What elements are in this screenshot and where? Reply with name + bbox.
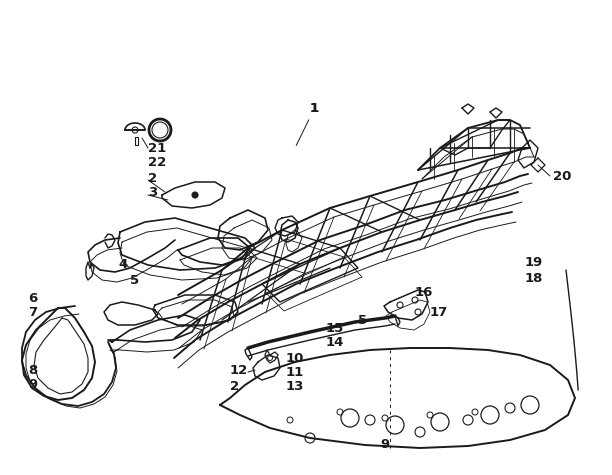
Text: 3: 3 <box>148 187 157 200</box>
Text: 2: 2 <box>148 171 157 184</box>
Text: 4: 4 <box>118 258 127 272</box>
Text: 1: 1 <box>296 102 319 145</box>
Text: 2: 2 <box>230 380 239 392</box>
Text: 14: 14 <box>326 336 345 350</box>
Text: 9: 9 <box>381 438 390 452</box>
Text: 18: 18 <box>525 272 543 285</box>
Circle shape <box>192 192 198 198</box>
Text: 6: 6 <box>28 292 37 304</box>
Text: 15: 15 <box>326 322 344 334</box>
Text: 5: 5 <box>130 274 139 286</box>
Text: 7: 7 <box>28 306 37 320</box>
Text: 5: 5 <box>358 314 367 326</box>
Text: 1: 1 <box>310 102 319 114</box>
Text: 17: 17 <box>430 306 448 320</box>
Text: 19: 19 <box>525 256 543 269</box>
Text: 10: 10 <box>286 352 304 364</box>
Text: 8: 8 <box>28 363 37 377</box>
Text: 20: 20 <box>553 170 572 182</box>
Text: 22: 22 <box>148 156 166 170</box>
Text: 9: 9 <box>28 379 37 391</box>
Text: 16: 16 <box>415 286 433 300</box>
Text: 11: 11 <box>286 365 304 379</box>
Text: 13: 13 <box>286 380 304 392</box>
Text: 21: 21 <box>148 142 166 154</box>
Text: 12: 12 <box>230 363 248 377</box>
